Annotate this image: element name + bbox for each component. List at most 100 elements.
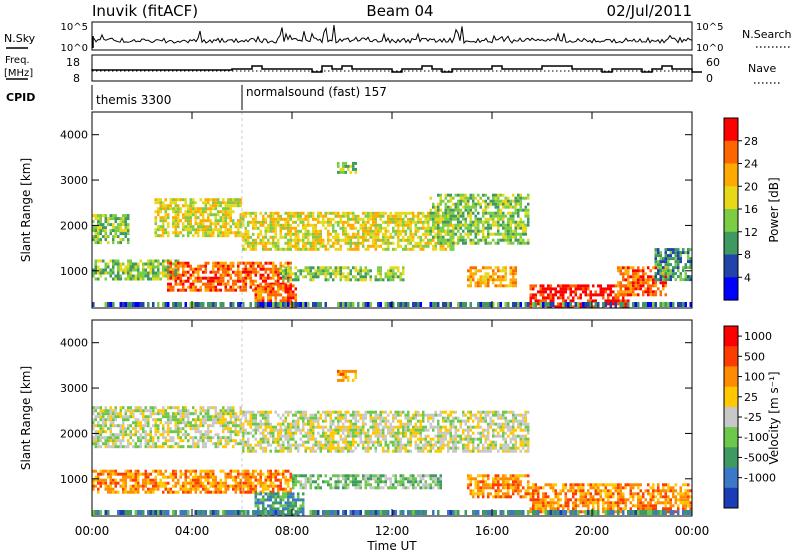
- heatmap-cell: [294, 413, 297, 417]
- heatmap-cell: [97, 436, 100, 440]
- heatmap-cell: [659, 251, 662, 255]
- heatmap-cell: [137, 262, 140, 266]
- heatmap-cell: [292, 413, 295, 417]
- heatmap-cell: [679, 302, 682, 307]
- heatmap-cell: [687, 278, 690, 282]
- heatmap-cell: [384, 226, 387, 230]
- heatmap-cell: [279, 287, 282, 291]
- heatmap-cell: [377, 272, 380, 276]
- heatmap-cell: [392, 278, 395, 282]
- heatmap-cell: [209, 231, 212, 235]
- heatmap-cell: [469, 278, 472, 282]
- heatmap-cell: [302, 434, 305, 438]
- heatmap-cell: [309, 437, 312, 441]
- heatmap-cell: [399, 431, 402, 435]
- heatmap-cell: [472, 443, 475, 447]
- heatmap-cell: [279, 282, 282, 286]
- heatmap-cell: [487, 302, 490, 307]
- heatmap-cell: [122, 229, 125, 233]
- heatmap-cell: [132, 433, 135, 437]
- heatmap-cell: [204, 436, 207, 440]
- heatmap-cell: [269, 449, 272, 453]
- heatmap-cell: [477, 416, 480, 420]
- heatmap-cell: [447, 226, 450, 230]
- heatmap-cell: [134, 418, 137, 422]
- heatmap-cell: [257, 440, 260, 444]
- heatmap-cell: [149, 262, 152, 266]
- heatmap-cell: [402, 269, 405, 273]
- heatmap-cell: [164, 442, 167, 446]
- heatmap-cell: [597, 284, 600, 288]
- heatmap-cell: [329, 211, 332, 215]
- heatmap-cell: [142, 412, 145, 416]
- heatmap-cell: [232, 210, 235, 214]
- heatmap-cell: [319, 266, 322, 270]
- heatmap-cell: [429, 196, 432, 200]
- heatmap-cell: [284, 296, 287, 300]
- heatmap-cell: [487, 217, 490, 221]
- heatmap-cell: [352, 428, 355, 432]
- heatmap-cell: [322, 443, 325, 447]
- heatmap-cell: [349, 422, 352, 426]
- heatmap-cell: [264, 279, 267, 283]
- heatmap-cell: [214, 213, 217, 217]
- heatmap-cell: [329, 431, 332, 435]
- heatmap-cell: [392, 416, 395, 420]
- heatmap-cell: [104, 445, 107, 449]
- heatmap-cell: [332, 419, 335, 423]
- heatmap-cell: [234, 424, 237, 428]
- heatmap-cell: [369, 232, 372, 236]
- heatmap-cell: [212, 285, 215, 289]
- heatmap-cell: [139, 424, 142, 428]
- heatmap-cell: [507, 199, 510, 203]
- heatmap-cell: [102, 430, 105, 434]
- heatmap-cell: [497, 416, 500, 420]
- heatmap-cell: [514, 199, 517, 203]
- heatmap-cell: [392, 428, 395, 432]
- heatmap-cell: [217, 198, 220, 202]
- heatmap-cell: [524, 428, 527, 432]
- heatmap-cell: [279, 264, 282, 268]
- heatmap-cell: [499, 223, 502, 227]
- heatmap-cell: [284, 223, 287, 227]
- heatmap-cell: [532, 284, 535, 288]
- heatmap-cell: [314, 443, 317, 447]
- heatmap-cell: [629, 293, 632, 297]
- heatmap-cell: [114, 232, 117, 236]
- heatmap-cell: [492, 199, 495, 203]
- heatmap-cell: [352, 302, 355, 307]
- heatmap-cell: [157, 418, 160, 422]
- heatmap-cell: [504, 446, 507, 450]
- heatmap-cell: [159, 445, 162, 449]
- heatmap-cell: [367, 244, 370, 248]
- heatmap-cell: [497, 211, 500, 215]
- heatmap-cell: [512, 241, 515, 245]
- heatmap-cell: [379, 272, 382, 276]
- heatmap-cell: [212, 406, 215, 410]
- heatmap-cell: [109, 274, 112, 278]
- heatmap-cell: [489, 241, 492, 245]
- heatmap-cell: [219, 276, 222, 280]
- heatmap-cell: [274, 247, 277, 251]
- heatmap-cell: [144, 439, 147, 443]
- heatmap-cell: [342, 226, 345, 230]
- heatmap-cell: [409, 440, 412, 444]
- heatmap-cell: [294, 410, 297, 414]
- heatmap-cell: [119, 232, 122, 236]
- heatmap-cell: [169, 270, 172, 274]
- heatmap-cell: [364, 266, 367, 270]
- heatmap-cell: [299, 238, 302, 242]
- heatmap-cell: [287, 223, 290, 227]
- heatmap-cell: [362, 235, 365, 239]
- heatmap-cell: [102, 412, 105, 416]
- heatmap-cell: [209, 210, 212, 214]
- heatmap-cell: [309, 241, 312, 245]
- heatmap-cell: [374, 238, 377, 242]
- heatmap-cell: [257, 296, 260, 300]
- heatmap-cell: [309, 223, 312, 227]
- heatmap-cell: [397, 419, 400, 423]
- heatmap-cell: [117, 262, 120, 266]
- heatmap-cell: [244, 440, 247, 444]
- heatmap-cell: [229, 207, 232, 211]
- heatmap-cell: [137, 406, 140, 410]
